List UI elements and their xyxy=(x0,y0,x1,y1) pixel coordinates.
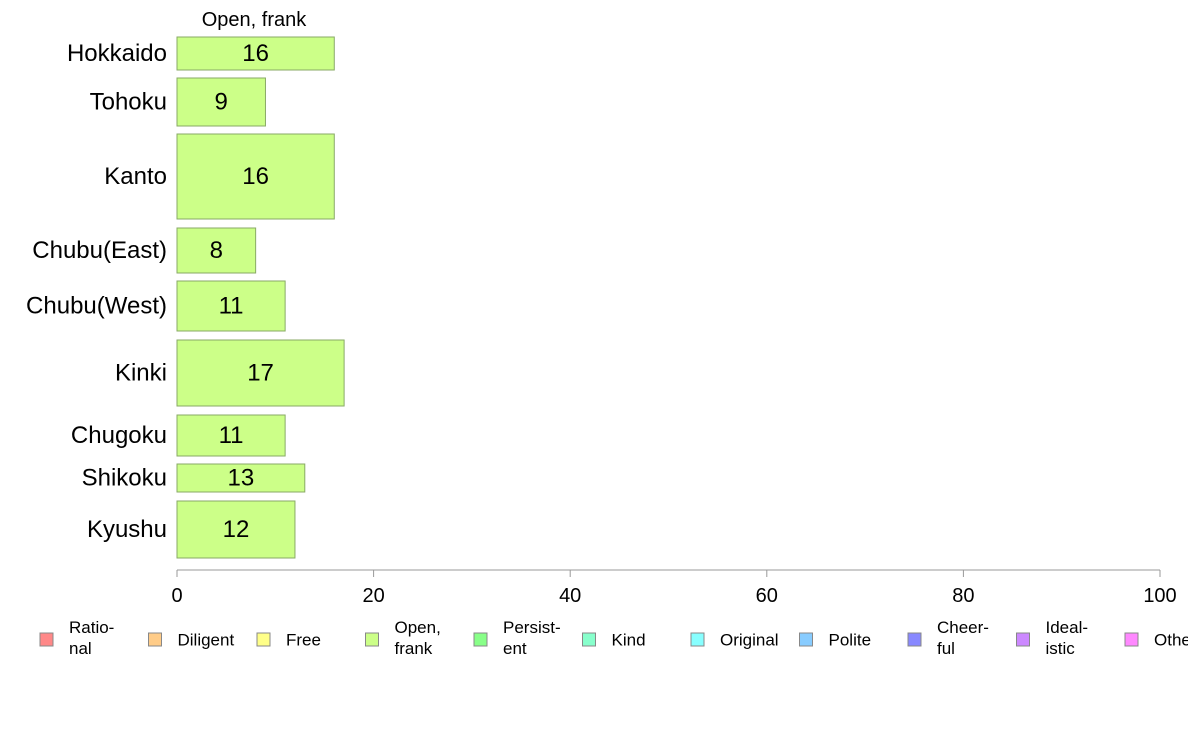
legend-item: Original xyxy=(720,631,779,650)
bar-chubu-west xyxy=(176,280,286,332)
category-label: Chubu(West) xyxy=(26,293,167,320)
bars-layer: Hokkaido 16 Tohoku 9 Kanto 16 Chubu(East) 8 Chub… xyxy=(26,36,345,559)
legend-item: Ratio-nal xyxy=(69,618,114,658)
legend-item: Open, frank xyxy=(395,618,441,658)
x-axis: 0 20 40 60 80 100 xyxy=(171,569,1177,607)
legend-swatch xyxy=(365,632,379,647)
legend-item: Others xyxy=(1154,631,1188,650)
bar-kanto xyxy=(176,133,335,220)
bar-tohoku xyxy=(176,77,266,127)
legend-item: Persist-ent xyxy=(503,618,561,658)
bar-kinki xyxy=(176,339,345,407)
value-label: 12 xyxy=(223,516,250,543)
x-tick-label: 80 xyxy=(952,585,974,607)
value-label: 13 xyxy=(228,465,255,492)
value-label: 17 xyxy=(247,360,274,387)
x-tick-label: 20 xyxy=(362,585,384,607)
legend-swatch xyxy=(1016,632,1030,647)
legend-swatch xyxy=(148,632,162,647)
category-label: Chubu(East) xyxy=(32,237,167,264)
legend-swatch xyxy=(256,632,271,647)
legend-swatch xyxy=(473,632,488,647)
legend-swatch xyxy=(39,632,54,647)
legend-item: Free xyxy=(286,631,321,650)
legend-item: Ideal-istic xyxy=(1046,618,1089,658)
category-label: Hokkaido xyxy=(67,40,167,67)
category-label: Kyushu xyxy=(87,516,167,543)
bar-hokkaido xyxy=(176,36,335,71)
x-tick-label: 60 xyxy=(756,585,778,607)
chart-title: Open, frank xyxy=(202,9,308,31)
category-label: Shikoku xyxy=(82,465,167,492)
value-label: 11 xyxy=(219,422,244,449)
category-label: Chugoku xyxy=(71,422,167,449)
bar-chugoku xyxy=(176,414,286,457)
value-label: 16 xyxy=(242,40,269,67)
bar-chubu-east xyxy=(176,227,257,274)
legend-swatch xyxy=(907,632,922,647)
legend-item: Kind xyxy=(612,631,646,650)
legend-item: Polite xyxy=(829,631,872,650)
legend-swatch xyxy=(690,632,705,647)
category-label: Kinki xyxy=(115,360,167,387)
legend: Ratio-nal Diligent Free Open, frank Persist-e… xyxy=(39,618,1188,658)
bar-kyushu xyxy=(176,500,296,559)
bar-shikoku xyxy=(176,463,306,493)
legend-item: Diligent xyxy=(178,631,235,650)
legend-swatch xyxy=(1124,632,1139,647)
category-label: Tohoku xyxy=(90,89,167,116)
value-label: 11 xyxy=(219,293,244,320)
legend-swatch xyxy=(582,632,596,647)
legend-item: Cheer-ful xyxy=(937,618,989,658)
x-tick-label: 40 xyxy=(559,585,581,607)
x-tick-label: 0 xyxy=(171,585,182,607)
legend-swatch xyxy=(799,632,813,647)
category-label: Kanto xyxy=(104,163,167,190)
value-label: 8 xyxy=(210,237,223,264)
x-tick-label: 100 xyxy=(1143,585,1176,607)
value-label: 9 xyxy=(215,89,228,116)
value-label: 16 xyxy=(242,163,269,190)
